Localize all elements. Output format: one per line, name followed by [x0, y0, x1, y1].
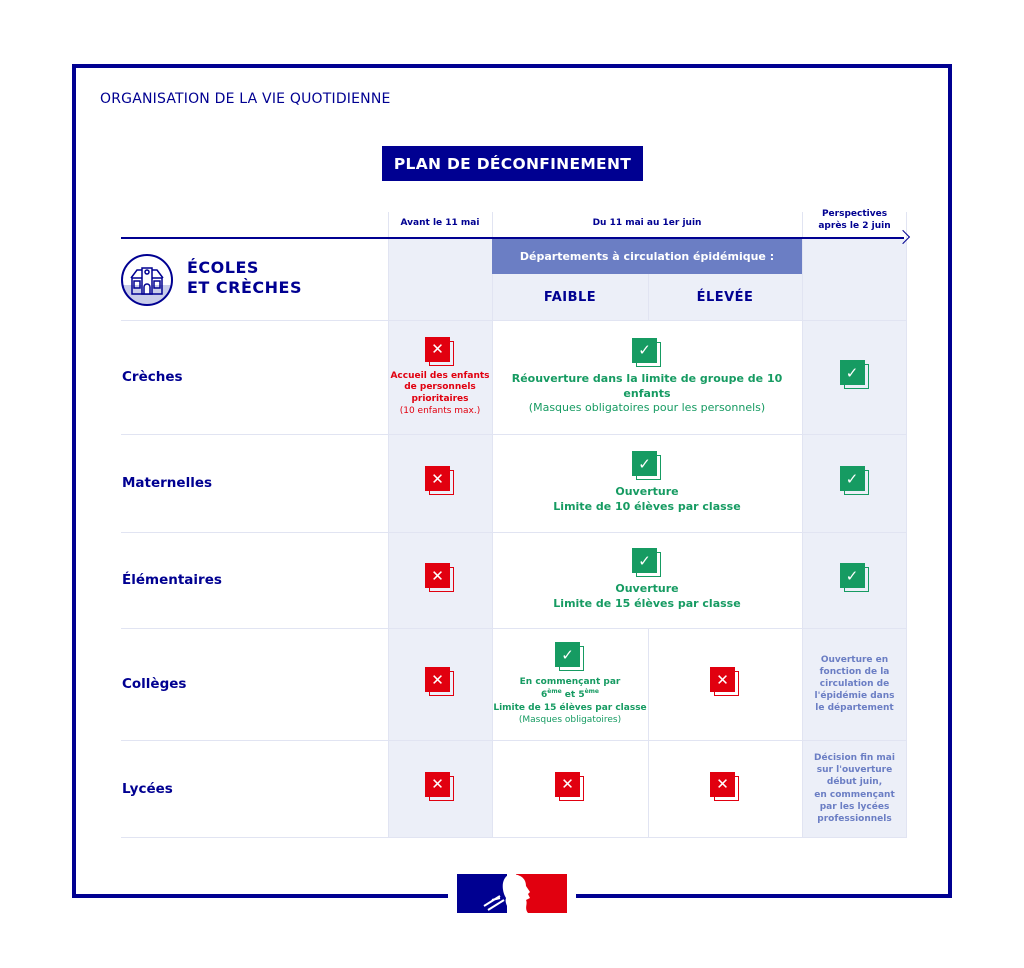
- text: et 5: [564, 690, 585, 701]
- check-icon: ✓: [632, 548, 662, 578]
- check-icon: ✓: [839, 466, 870, 496]
- col-during: Du 11 mai au 1er juin: [592, 217, 702, 228]
- row-divider: [121, 740, 907, 741]
- cross-icon: ✕: [425, 667, 455, 697]
- colleges-after: Ouverture en fonction de la circulation de…: [802, 628, 907, 740]
- cross-icon: ✕: [425, 563, 455, 593]
- text: 6: [541, 690, 548, 701]
- colleges-high: ✕: [648, 628, 802, 740]
- departments-header: Départements à circulation épidémique :: [492, 239, 802, 274]
- lycees-after: Décision fin mai sur l'ouverture début jui…: [802, 740, 907, 837]
- text: sur l'ouverture: [816, 765, 893, 776]
- row-label-lycees: Lycées: [122, 780, 173, 797]
- row-divider: [121, 837, 907, 838]
- divider: [492, 212, 493, 837]
- divider: [906, 212, 907, 837]
- text: Décision fin mai: [814, 753, 895, 764]
- level-low: FAIBLE: [543, 289, 597, 305]
- text: En commençant par: [519, 677, 621, 688]
- maternelles-after: ✓: [802, 434, 907, 532]
- text: ème: [547, 688, 562, 696]
- levels-bg: [492, 274, 802, 320]
- after-column-bg: [802, 239, 907, 837]
- row-label-creches: Crèches: [122, 369, 183, 385]
- row-label-colleges: Collèges: [122, 676, 187, 692]
- category-line1: ÉCOLES: [187, 258, 259, 277]
- text: Ouverture: [615, 582, 679, 596]
- text: Limite de 15 élèves par classe: [493, 702, 647, 713]
- text: l'épidémie dans: [814, 691, 895, 702]
- cross-icon: ✕: [555, 771, 585, 802]
- creches-during: ✓ Réouverture dans la limite de groupe d…: [492, 320, 802, 434]
- col-after-line2: après le 2 juin: [818, 220, 891, 231]
- check-icon: ✓: [632, 337, 662, 368]
- row-divider: [121, 320, 907, 321]
- creches-before: ✕ Accueil des enfants de personnels priori…: [388, 320, 492, 434]
- text: début juin,: [826, 777, 883, 788]
- divider: [802, 212, 803, 837]
- text: circulation de: [819, 678, 890, 689]
- row-label-maternelles: Maternelles: [122, 475, 213, 491]
- text: de personnels: [404, 382, 476, 393]
- text: le département: [815, 703, 894, 714]
- creches-after: ✓: [802, 320, 907, 434]
- row-divider: [121, 532, 907, 533]
- maternelles-during: ✓ Ouverture Limite de 10 élèves par class…: [492, 434, 802, 532]
- timeline-arrow: [121, 237, 904, 239]
- text: (Masques obligatoires pour les personnel…: [528, 401, 766, 415]
- check-icon: ✓: [632, 451, 662, 481]
- divider: [648, 274, 649, 320]
- lycees-high: ✕: [648, 740, 802, 837]
- check-icon: ✓: [839, 360, 870, 390]
- lycees-before: ✕: [388, 740, 492, 837]
- cross-icon: ✕: [425, 336, 455, 367]
- school-building-icon: [121, 254, 173, 306]
- text: Accueil des enfants: [390, 370, 490, 381]
- text: professionnels: [817, 813, 892, 824]
- section-title: ORGANISATION DE LA VIE QUOTIDIENNE: [100, 91, 391, 107]
- elementaires-before: ✕: [388, 532, 492, 628]
- lycees-low: ✕: [492, 740, 648, 837]
- text: par les lycées: [819, 801, 890, 812]
- divider: [388, 212, 389, 837]
- col-before: Avant le 11 mai: [400, 217, 480, 228]
- check-icon: ✓: [839, 563, 870, 593]
- marianne-logo: [448, 870, 576, 920]
- text: en commençant: [814, 789, 895, 800]
- divider: [648, 628, 649, 837]
- text: ème: [584, 688, 599, 696]
- row-divider: [121, 628, 907, 629]
- text: (10 enfants max.): [399, 405, 481, 416]
- row-divider: [121, 434, 907, 435]
- text: Ouverture en: [820, 654, 889, 665]
- level-high: ÉLEVÉE: [696, 289, 754, 305]
- text: Limite de 10 élèves par classe: [553, 500, 741, 513]
- row-label-elementaires: Élémentaires: [122, 572, 222, 588]
- maternelles-before: ✕: [388, 434, 492, 532]
- colleges-low: ✓ En commençant par 6ème et 5ème Limite de…: [492, 628, 648, 740]
- text: Réouverture dans la limite de groupe de …: [511, 371, 783, 400]
- text: (Masques obligatoires): [518, 714, 622, 725]
- col-after: Perspectives après le 2 juin: [802, 204, 907, 237]
- category-title: ÉCOLES ET CRÈCHES: [187, 258, 302, 298]
- cross-icon: ✕: [710, 771, 740, 802]
- text: prioritaires: [411, 394, 469, 404]
- cross-icon: ✕: [425, 771, 455, 802]
- col-after-line1: Perspectives: [821, 208, 888, 219]
- check-icon: ✓: [555, 642, 585, 672]
- cross-icon: ✕: [425, 466, 455, 496]
- elementaires-after: ✓: [802, 532, 907, 628]
- colleges-before: ✕: [388, 628, 492, 740]
- plan-title: PLAN DE DÉCONFINEMENT: [382, 146, 643, 181]
- text: Limite de 15 élèves par classe: [553, 597, 741, 610]
- cross-icon: ✕: [710, 667, 740, 697]
- category-line2: ET CRÈCHES: [187, 278, 302, 297]
- text: fonction de la: [819, 666, 890, 677]
- text: Ouverture: [615, 485, 679, 499]
- elementaires-during: ✓ Ouverture Limite de 15 élèves par class…: [492, 532, 802, 628]
